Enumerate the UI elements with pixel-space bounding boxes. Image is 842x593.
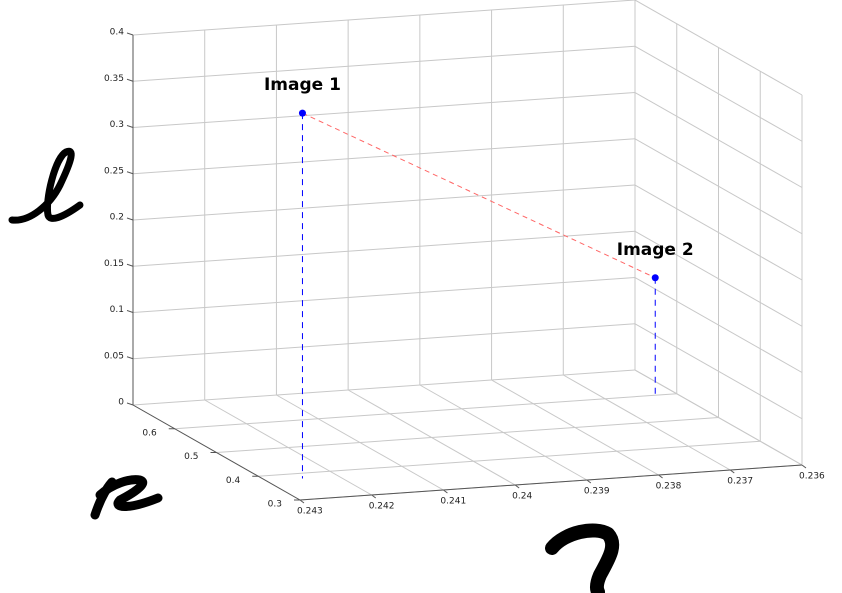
grid-line (133, 93, 635, 128)
tick-mark (127, 218, 133, 220)
z-tick-label: 0.4 (110, 28, 125, 38)
y-tick-label: 0.4 (226, 476, 241, 486)
y-axis-glyph (95, 480, 158, 515)
grid-line (133, 185, 635, 220)
x-tick-label: 0.243 (297, 507, 323, 517)
tick-mark (127, 357, 133, 359)
z-tick-label: 0 (118, 398, 124, 408)
grid-line (133, 231, 635, 266)
x-axis-glyph (552, 530, 612, 592)
z-tick-label: 0.05 (104, 351, 124, 361)
z-tick-label: 0.3 (110, 120, 124, 130)
tick-mark (127, 79, 133, 81)
x-tick-label: 0.237 (727, 477, 753, 487)
x-tick-label: 0.24 (512, 492, 532, 502)
z-tick-label: 0.15 (104, 259, 124, 269)
x-tick-label: 0.241 (440, 497, 466, 507)
grid-line (133, 370, 635, 405)
grid-line (133, 324, 635, 359)
axis-line (133, 405, 300, 500)
z-tick-label: 0.2 (110, 213, 124, 223)
chart: 0.243 0.242 0.241 0.24 0.239 0.238 0.237 0.236 0… (0, 0, 842, 593)
z-axis-glyph (12, 151, 80, 220)
grid-line (175, 394, 677, 429)
z-tick-label: 0.1 (110, 305, 124, 315)
x-tick-label: 0.238 (656, 482, 682, 492)
tick-mark (127, 172, 133, 174)
tick-mark (802, 465, 806, 468)
z-tick-label: 0.35 (104, 74, 124, 84)
y-tick-label: 0.5 (184, 452, 198, 462)
x-tick-label: 0.242 (369, 502, 395, 512)
tick-mark (127, 311, 133, 313)
grid-line (133, 46, 635, 81)
tick-mark (127, 403, 133, 405)
grid-line (133, 0, 635, 35)
grid-line (217, 418, 719, 453)
point (299, 110, 306, 117)
point-label: Image 1 (264, 75, 341, 95)
z-tick-label: 0.25 (104, 166, 124, 176)
x-tick-label: 0.236 (799, 472, 825, 482)
tick-mark (127, 126, 133, 128)
grid-line (133, 278, 635, 313)
point (652, 274, 659, 281)
y-tick-label: 0.6 (142, 428, 157, 438)
point-label: Image 2 (617, 240, 694, 260)
tick-mark (127, 33, 133, 35)
grid-line (258, 441, 760, 476)
tick-mark (127, 264, 133, 266)
grid-line (133, 139, 635, 174)
y-tick-label: 0.3 (268, 500, 282, 510)
x-tick-label: 0.239 (584, 487, 610, 497)
